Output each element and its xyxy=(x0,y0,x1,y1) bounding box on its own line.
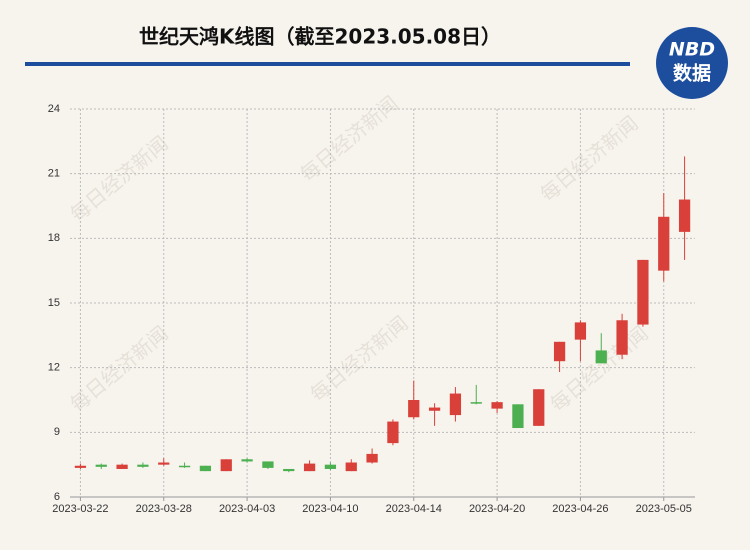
candle-body xyxy=(220,459,232,472)
candle-body xyxy=(637,259,649,325)
logo xyxy=(656,27,728,99)
y-tick-label: 9 xyxy=(54,426,60,438)
y-tick-label: 15 xyxy=(48,297,60,309)
candle-body xyxy=(74,465,87,468)
x-tick-label: 2023-04-20 xyxy=(469,503,525,515)
candle-body xyxy=(116,464,128,469)
title-rule xyxy=(25,62,630,66)
y-tick-label: 21 xyxy=(48,168,60,180)
candle-body xyxy=(553,341,566,362)
watermark: 每日经济新闻 xyxy=(305,311,412,407)
candle-body xyxy=(137,464,149,467)
candle-body xyxy=(303,463,316,472)
watermark: 每日经济新闻 xyxy=(295,91,402,187)
y-tick-label: 18 xyxy=(48,232,60,244)
candle-body xyxy=(616,320,628,355)
candle-body xyxy=(283,468,295,472)
x-tick-label: 2023-05-05 xyxy=(636,503,692,515)
watermark: 每日经济新闻 xyxy=(65,321,172,417)
candle-body xyxy=(678,199,691,232)
y-tick-label: 12 xyxy=(48,362,60,374)
y-tick-label: 6 xyxy=(54,491,60,503)
candle-body xyxy=(428,407,441,411)
candle-body xyxy=(262,461,274,468)
x-tick-label: 2023-04-03 xyxy=(219,503,275,515)
candle-body xyxy=(533,389,545,426)
candle-body xyxy=(366,453,378,463)
chart-title: 世纪天鸿K线图（截至2023.05.08日） xyxy=(139,25,501,49)
x-tick-label: 2023-03-22 xyxy=(52,503,108,515)
candle-body xyxy=(95,464,107,467)
x-tick-label: 2023-03-28 xyxy=(136,503,192,515)
watermark: 每日经济新闻 xyxy=(545,321,652,417)
x-tick-label: 2023-04-26 xyxy=(552,503,608,515)
watermark: 每日经济新闻 xyxy=(535,111,642,207)
candle-body xyxy=(387,421,399,444)
logo-text: 数据 xyxy=(673,62,711,85)
logo-text: NBD xyxy=(669,39,715,61)
y-tick-label: 24 xyxy=(48,103,60,115)
x-tick-label: 2023-04-14 xyxy=(386,503,442,515)
candle-body xyxy=(595,350,607,364)
candle-body xyxy=(241,459,253,462)
x-tick-label: 2023-04-10 xyxy=(302,503,358,515)
candle-body xyxy=(470,402,482,404)
candle-body xyxy=(491,402,503,409)
candle-body xyxy=(345,462,357,472)
candle-body xyxy=(449,393,462,416)
candle-body xyxy=(574,322,587,340)
watermark: 每日经济新闻 xyxy=(65,131,172,227)
candle-body xyxy=(199,465,212,472)
candle-body xyxy=(324,464,337,469)
candle-body xyxy=(512,404,524,429)
candle-body xyxy=(178,465,191,468)
candle-body xyxy=(158,462,170,465)
candle-body xyxy=(658,216,670,271)
candle-body xyxy=(408,400,420,418)
